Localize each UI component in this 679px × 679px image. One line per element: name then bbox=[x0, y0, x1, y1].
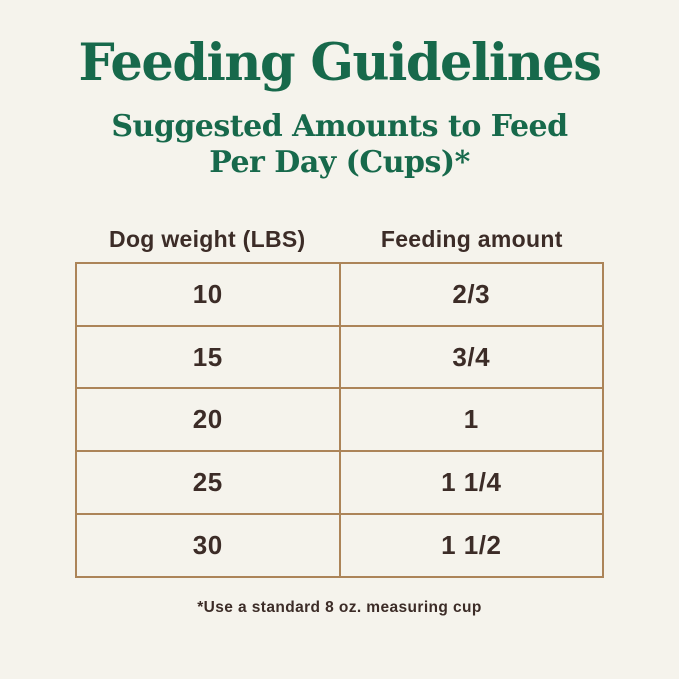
dog-weight-value: 30 bbox=[75, 513, 341, 578]
column-header-dog-weight: Dog weight (LBS) bbox=[109, 225, 306, 252]
measuring-cup-footnote: *Use a standard 8 oz. measuring cup bbox=[197, 598, 482, 616]
dog-weight-value: 25 bbox=[75, 450, 341, 516]
subtitle-line-1: Suggested Amounts to Feed bbox=[111, 108, 568, 144]
dog-weight-value: 15 bbox=[75, 324, 341, 390]
table-row: 25 1 1/4 bbox=[75, 450, 604, 516]
feeding-amount-value: 2/3 bbox=[338, 261, 604, 327]
dog-weight-value: 20 bbox=[75, 387, 341, 453]
dog-weight-value: 10 bbox=[75, 261, 341, 327]
feeding-table: 10 2/3 15 3/4 20 1 25 1 1/4 30 1 1/2 bbox=[75, 261, 604, 578]
table-row: 30 1 1/2 bbox=[75, 513, 604, 578]
subtitle-line-2: Per Day (Cups)* bbox=[209, 145, 470, 181]
feeding-amount-value: 1 1/4 bbox=[338, 450, 604, 516]
feeding-table-area: Dog weight (LBS) Feeding amount 10 2/3 1… bbox=[75, 226, 604, 578]
feeding-amount-value: 1 bbox=[338, 387, 604, 453]
feeding-amount-value: 3/4 bbox=[338, 324, 604, 390]
table-column-headers: Dog weight (LBS) Feeding amount bbox=[75, 226, 604, 262]
page-subtitle: Suggested Amounts to Feed Per Day (Cups)… bbox=[0, 109, 679, 182]
column-header-feeding-amount: Feeding amount bbox=[380, 225, 563, 252]
table-row: 15 3/4 bbox=[75, 324, 604, 390]
page-title: Feeding Guidelines bbox=[78, 33, 602, 93]
feeding-amount-value: 1 1/2 bbox=[338, 513, 604, 578]
table-row: 20 1 bbox=[75, 387, 604, 453]
table-row: 10 2/3 bbox=[75, 261, 604, 327]
